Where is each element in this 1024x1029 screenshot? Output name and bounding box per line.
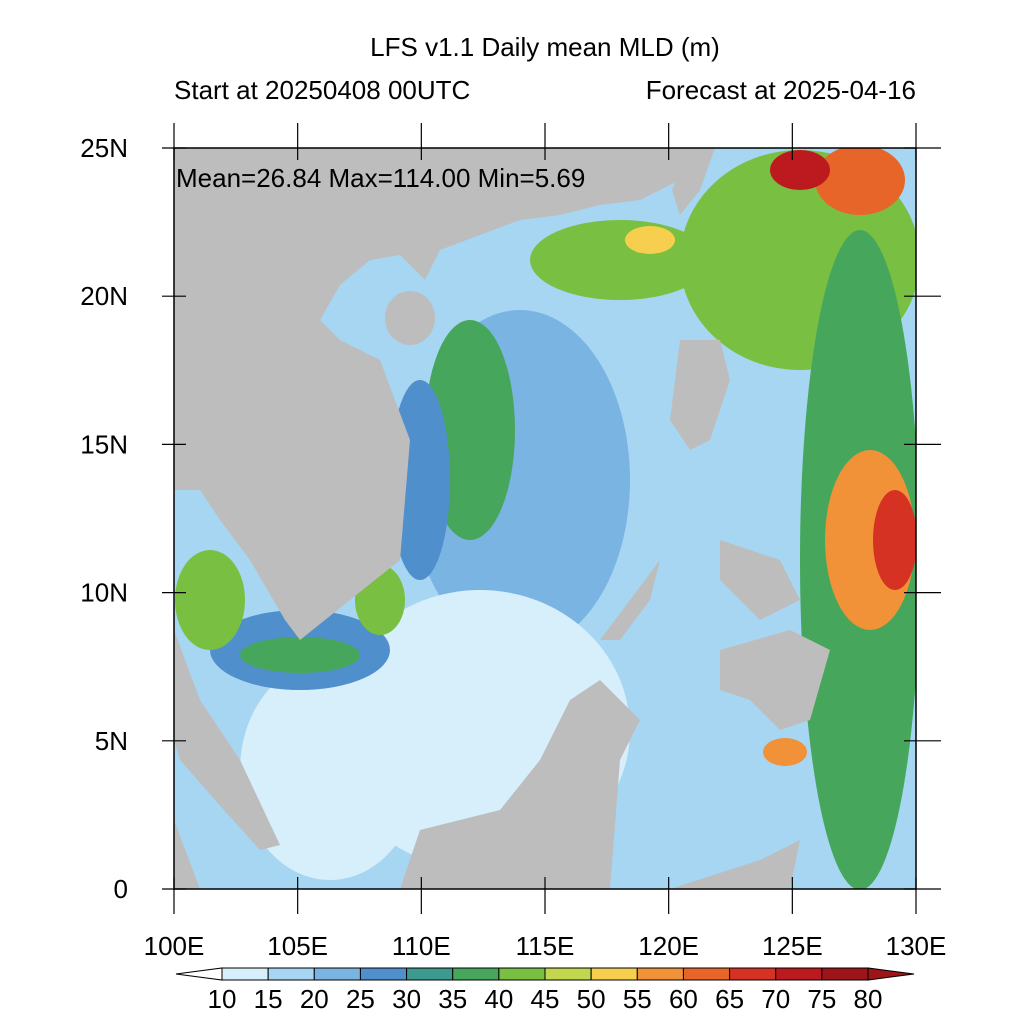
land	[174, 148, 830, 889]
lon-tick-label: 125E	[762, 931, 823, 961]
colorbar-label: 20	[300, 984, 329, 1014]
colorbar-box	[636, 967, 684, 981]
lat-tick-label: 20N	[80, 281, 128, 311]
forecast-label: Forecast at 2025-04-16	[646, 75, 916, 105]
colorbar-box	[498, 967, 546, 981]
colorbar-label: 60	[669, 984, 698, 1014]
colorbar-label: 10	[208, 984, 237, 1014]
colorbar-label: 65	[715, 984, 744, 1014]
colorbar-label: 30	[392, 984, 421, 1014]
colorbar-box	[729, 967, 777, 981]
stats-label: Mean=26.84 Max=114.00 Min=5.69	[176, 163, 585, 193]
field-patch	[240, 637, 360, 673]
colorbar-label: 25	[346, 984, 375, 1014]
field-patch	[770, 150, 830, 190]
colorbar-box	[682, 967, 731, 981]
field-patch	[175, 550, 245, 650]
colorbar-box	[590, 967, 638, 981]
colorbar-box	[452, 967, 500, 981]
lat-tick-label: 15N	[80, 429, 128, 459]
colorbar-label: 80	[854, 984, 883, 1014]
start-label: Start at 20250408 00UTC	[174, 75, 470, 105]
colorbar-label: 15	[254, 984, 283, 1014]
lat-tick-label: 5N	[95, 726, 128, 756]
colorbar-box	[821, 967, 869, 981]
colorbar-box	[221, 967, 269, 981]
lon-tick-label: 130E	[886, 931, 947, 961]
field-patch	[873, 490, 916, 590]
lon-tick-label: 100E	[144, 931, 205, 961]
map-field	[174, 148, 916, 889]
colorbar-label: 55	[623, 984, 652, 1014]
colorbar-box	[359, 967, 408, 981]
colorbar-label: 35	[438, 984, 467, 1014]
field-patch	[240, 660, 420, 880]
colorbar-under	[175, 967, 223, 981]
lon-tick-label: 115E	[516, 931, 575, 961]
title: LFS v1.1 Daily mean MLD (m)	[370, 32, 720, 62]
colorbar-over	[867, 967, 915, 981]
colorbar-label: 50	[577, 984, 606, 1014]
colorbar-label: 45	[531, 984, 560, 1014]
field-patch	[625, 226, 675, 254]
lon-tick-label: 120E	[638, 931, 699, 961]
colorbar-label: 40	[484, 984, 513, 1014]
lat-tick-label: 10N	[80, 578, 128, 608]
colorbar-box	[313, 967, 361, 981]
field-patch	[815, 148, 905, 215]
lon-tick-label: 110E	[392, 931, 451, 961]
lon-tick-label: 105E	[267, 931, 328, 961]
colorbar-box	[267, 967, 315, 981]
field-patch	[763, 738, 807, 766]
colorbar-box	[406, 967, 454, 981]
colorbar-label: 70	[761, 984, 790, 1014]
lat-tick-label: 0	[114, 874, 128, 904]
colorbar-box	[775, 967, 823, 981]
colorbar-label: 75	[807, 984, 836, 1014]
lat-tick-label: 25N	[80, 133, 128, 163]
colorbar-box	[544, 967, 592, 981]
